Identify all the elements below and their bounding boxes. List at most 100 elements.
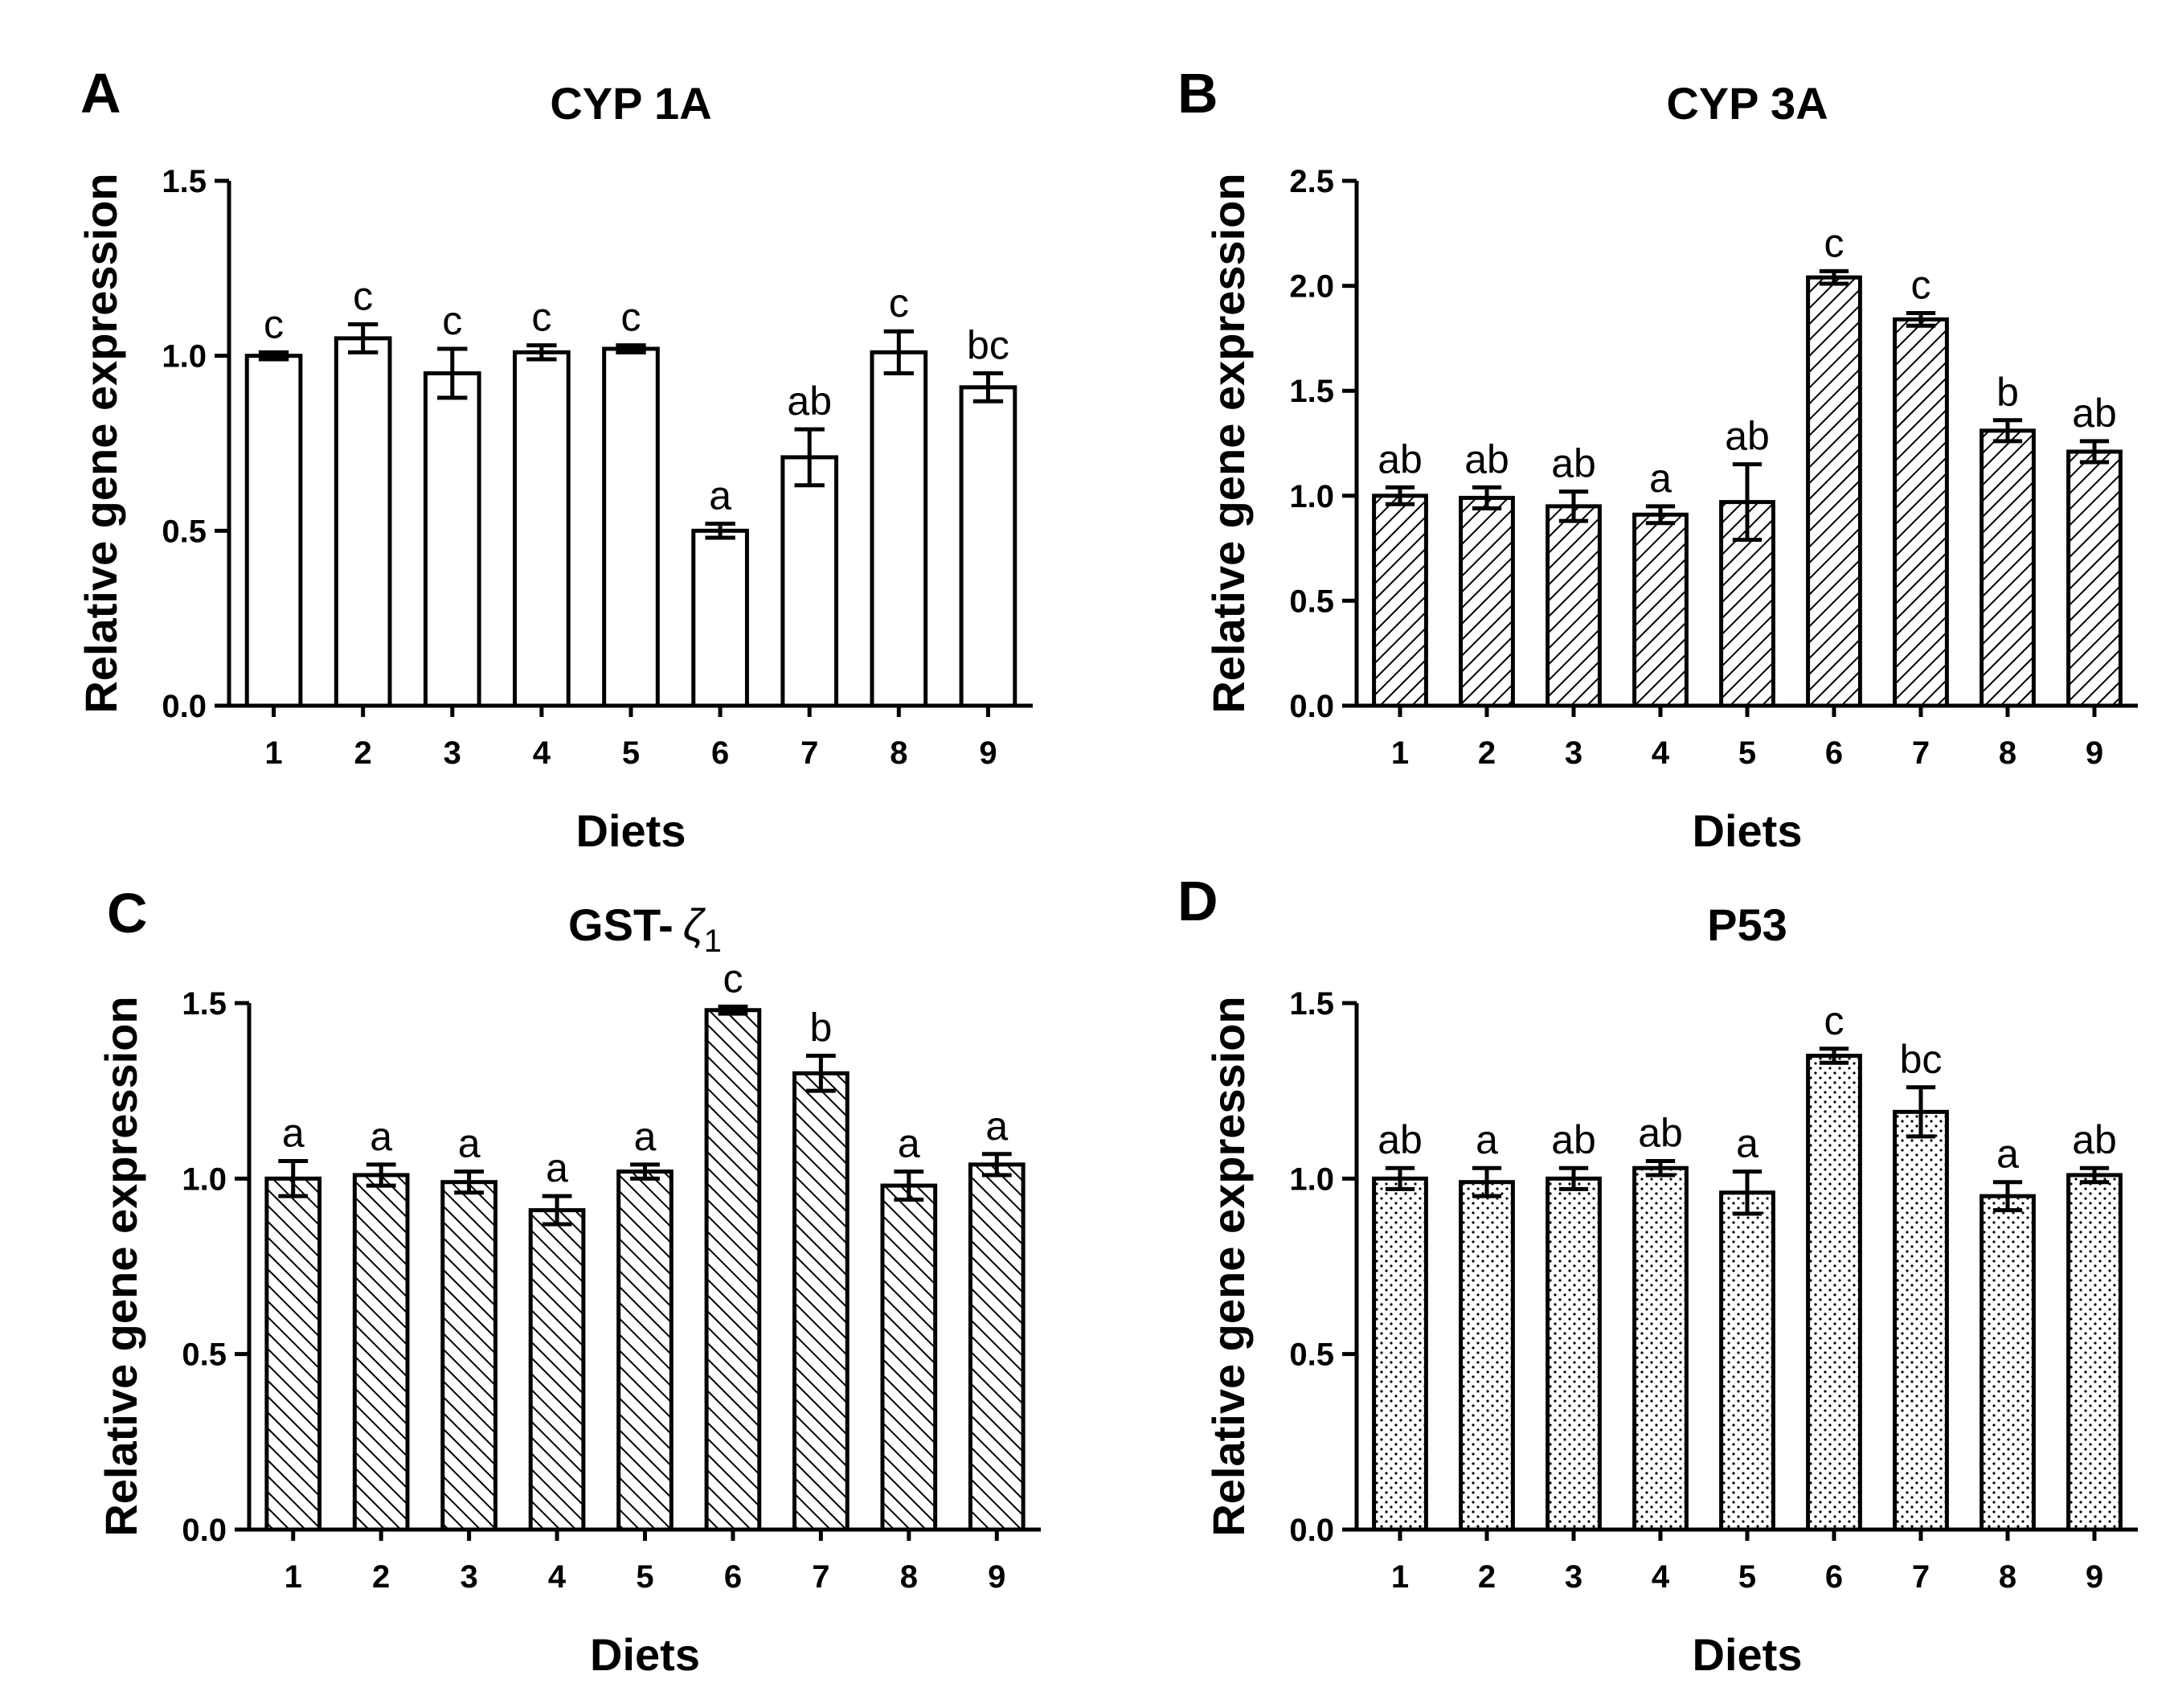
significance-label: ab	[1464, 436, 1509, 481]
bar-diet-2	[1459, 1180, 1515, 1532]
significance-label: a	[546, 1145, 568, 1190]
x-tick-label: 8	[890, 735, 907, 771]
x-tick-label: 6	[1825, 1559, 1843, 1595]
error-bar	[705, 522, 735, 540]
bar-diet-1	[244, 354, 303, 708]
error-bar	[2079, 1165, 2110, 1185]
chart-title: CYP 1A	[550, 78, 711, 129]
significance-label: bc	[967, 322, 1009, 367]
panel-letter: B	[1177, 62, 1218, 125]
x-tick-label: 1	[285, 1559, 302, 1595]
panel-letter: D	[1177, 870, 1218, 932]
bar-diet-6	[1806, 1054, 1862, 1532]
bar-diet-5	[602, 346, 660, 708]
error-bar	[1819, 268, 1849, 286]
x-tick-label: 4	[1652, 1559, 1670, 1595]
error-bar	[1732, 462, 1763, 543]
significance-label: a	[1476, 1117, 1498, 1162]
x-tick-label: 5	[636, 1559, 653, 1595]
error-bar	[366, 1162, 396, 1188]
significance-label: a	[282, 1111, 305, 1156]
error-bar	[1819, 1047, 1849, 1065]
y-tick-label: 0.0	[182, 1513, 227, 1548]
chart-title-text: GST-	[568, 899, 673, 950]
error-bar	[1992, 418, 2023, 444]
significance-label: ab	[787, 379, 832, 424]
x-tick-label: 2	[354, 735, 372, 771]
error-bar	[972, 371, 1004, 403]
significance-label: ab	[1378, 436, 1423, 481]
bar-diet-4	[1632, 512, 1689, 708]
error-bar	[794, 427, 825, 488]
error-bar	[1906, 1085, 1936, 1139]
significance-label: a	[1736, 1121, 1758, 1166]
x-tick-label: 7	[1912, 735, 1930, 771]
significance-label: ab	[1725, 414, 1770, 459]
significance-label: ab	[1551, 1117, 1596, 1162]
significance-label: b	[809, 1006, 832, 1051]
error-bar	[883, 329, 914, 375]
significance-label: a	[985, 1104, 1008, 1149]
bar-diet-1	[1372, 494, 1428, 708]
significance-label: c	[1911, 263, 1931, 308]
error-bar	[1558, 1165, 1589, 1191]
y-tick-label: 0.5	[1289, 584, 1334, 619]
y-tick-label: 0.5	[1289, 1337, 1334, 1373]
bar-diet-7	[780, 455, 839, 708]
significance-label: c	[531, 295, 551, 340]
x-tick-label: 1	[264, 735, 282, 771]
x-tick-label: 7	[1912, 1559, 1930, 1595]
error-bar	[630, 1162, 660, 1181]
bar-diet-7	[1893, 1109, 1949, 1532]
x-tick-label: 6	[1825, 735, 1843, 771]
x-tick-label: 6	[724, 1559, 742, 1595]
bar-diet-4	[528, 1208, 586, 1532]
significance-label: a	[1649, 456, 1672, 501]
error-bar	[278, 1159, 309, 1198]
x-axis-label: Diets	[576, 805, 686, 856]
x-tick-label: 3	[1565, 735, 1582, 771]
x-tick-label: 9	[2086, 735, 2103, 771]
error-bar	[526, 343, 557, 362]
x-tick-label: 9	[2086, 1559, 2103, 1595]
bar-diet-6	[691, 528, 749, 708]
error-bar	[806, 1054, 836, 1093]
error-bar	[1992, 1180, 2023, 1213]
error-bar	[454, 1169, 484, 1195]
error-bar	[894, 1169, 924, 1202]
y-tick-label: 1.0	[1289, 1161, 1334, 1197]
x-tick-label: 1	[1391, 1559, 1409, 1595]
bar-diet-2	[352, 1173, 410, 1532]
error-bar	[258, 350, 289, 362]
x-tick-label: 4	[533, 735, 551, 771]
significance-label: a	[1996, 1132, 2019, 1177]
error-bar	[1385, 1165, 1415, 1191]
error-bar	[1472, 1165, 1502, 1198]
chart-title: P53	[1707, 899, 1787, 950]
significance-label: c	[353, 273, 373, 318]
bar-diet-2	[334, 336, 392, 708]
significance-label: ab	[2072, 1117, 2117, 1162]
y-tick-label: 0.5	[162, 514, 207, 549]
significance-label: c	[1824, 998, 1844, 1043]
bar-diet-5	[1719, 1190, 1775, 1532]
bar-diet-5	[616, 1169, 673, 1532]
bar-diet-9	[2066, 1173, 2123, 1532]
error-bar	[1558, 489, 1589, 523]
x-tick-label: 7	[800, 735, 818, 771]
significance-label: c	[1824, 220, 1844, 265]
significance-label: c	[442, 298, 462, 343]
x-tick-label: 3	[460, 1559, 477, 1595]
bar-diet-8	[1980, 428, 2036, 708]
significance-label: a	[898, 1121, 920, 1166]
x-tick-label: 8	[900, 1559, 918, 1595]
y-tick-label: 1.5	[1289, 986, 1334, 1022]
chart-title-subscript: 1	[704, 924, 722, 959]
y-tick-label: 2.5	[1289, 164, 1334, 199]
bar-diet-3	[423, 371, 481, 708]
y-axis-label: Relative gene expression	[1203, 173, 1254, 713]
bar-diet-7	[792, 1071, 850, 1532]
